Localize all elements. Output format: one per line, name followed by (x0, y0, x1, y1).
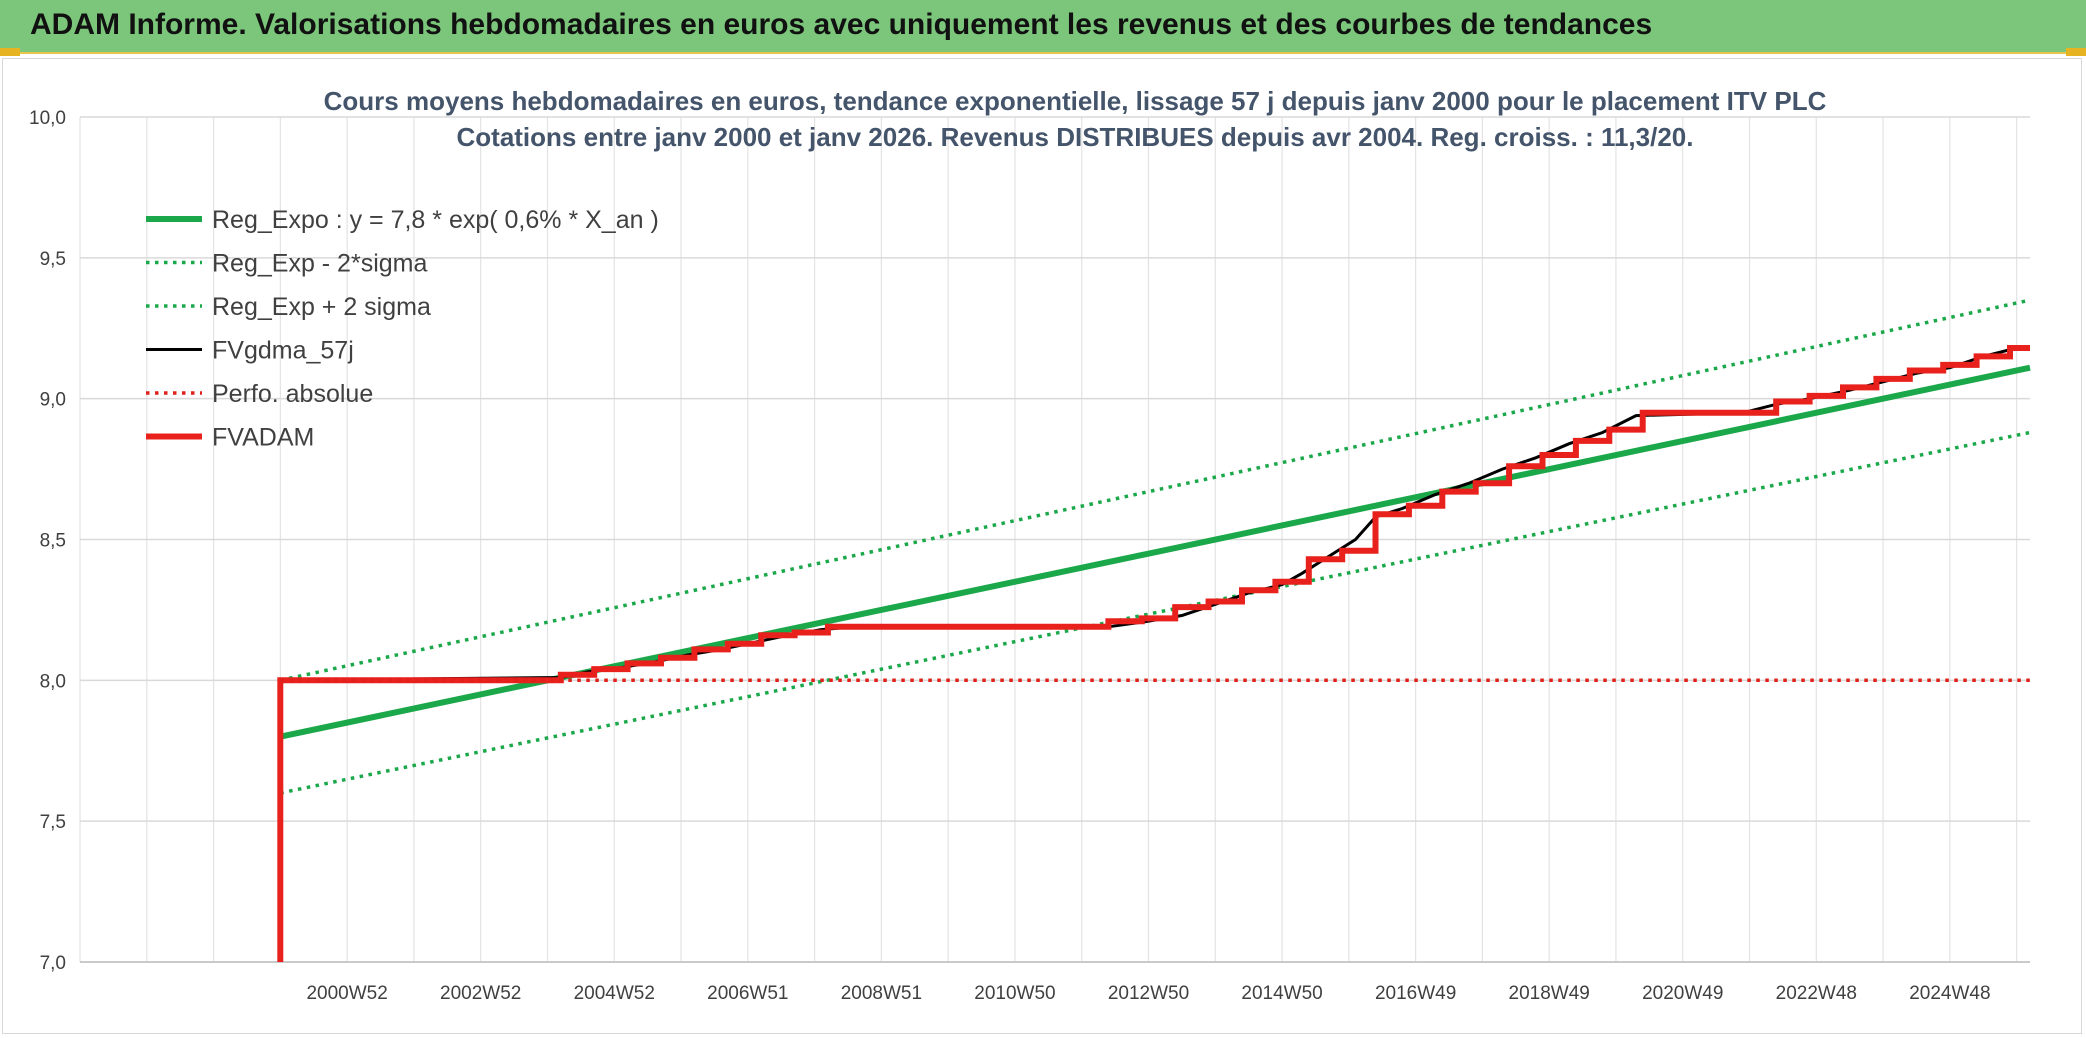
x-tick-label: 2016W49 (1375, 983, 1456, 1004)
series-line-2 (280, 300, 2030, 680)
series-line-1 (280, 433, 2030, 794)
y-tick-label: 9,5 (40, 249, 66, 270)
x-tick-label: 2008W51 (841, 983, 922, 1004)
x-tick-label: 2020W49 (1642, 983, 1723, 1004)
x-tick-label: 2004W52 (574, 983, 655, 1004)
chart-subtitle: Cotations entre janv 2000 et janv 2026. … (457, 122, 1694, 152)
y-tick-label: 8,5 (40, 531, 66, 552)
series-line-5 (280, 348, 2030, 962)
chart-area: 10,0 9,5 9,0 8,5 8,0 7,5 7,0 2000W52 2002W52 2004… (2, 58, 2082, 1034)
chart-title: Cours moyens hebdomadaires en euros, ten… (324, 86, 1827, 116)
x-tick-label: 2012W50 (1108, 983, 1189, 1004)
corner-mark-left (0, 48, 20, 56)
x-tick-label: 2002W52 (440, 983, 521, 1004)
y-tick-label: 10,0 (29, 108, 66, 129)
x-tick-label: 2022W48 (1776, 983, 1857, 1004)
report-banner: ADAM Informe. Valorisations hebdomadaire… (0, 0, 2086, 54)
legend-label: Perfo. absolue (212, 380, 373, 408)
x-tick-label: 2010W50 (974, 983, 1055, 1004)
legend-label: FVADAM (212, 424, 314, 452)
x-tick-label: 2024W48 (1909, 983, 1990, 1004)
legend-label: Reg_Exp - 2*sigma (212, 250, 427, 278)
y-tick-label: 9,0 (40, 390, 66, 411)
legend-label: Reg_Exp + 2 sigma (212, 293, 431, 321)
line-chart: 10,0 9,5 9,0 8,5 8,0 7,5 7,0 2000W52 2002W52 2004… (3, 59, 2083, 1035)
corner-mark-right (2066, 48, 2086, 56)
y-tick-label: 8,0 (40, 671, 66, 692)
series-line-3 (280, 348, 2030, 680)
x-tick-label: 2018W49 (1509, 983, 1590, 1004)
x-tick-label: 2014W50 (1241, 983, 1322, 1004)
x-tick-label: 2000W52 (306, 983, 387, 1004)
x-tick-label: 2006W51 (707, 983, 788, 1004)
legend-label: Reg_Expo : y = 7,8 * exp( 0,6% * X_an ) (212, 206, 659, 234)
report-title: ADAM Informe. Valorisations hebdomadaire… (30, 8, 1652, 42)
legend-label: FVgdma_57j (212, 337, 354, 365)
y-tick-label: 7,5 (40, 812, 66, 833)
y-tick-label: 7,0 (40, 953, 66, 974)
